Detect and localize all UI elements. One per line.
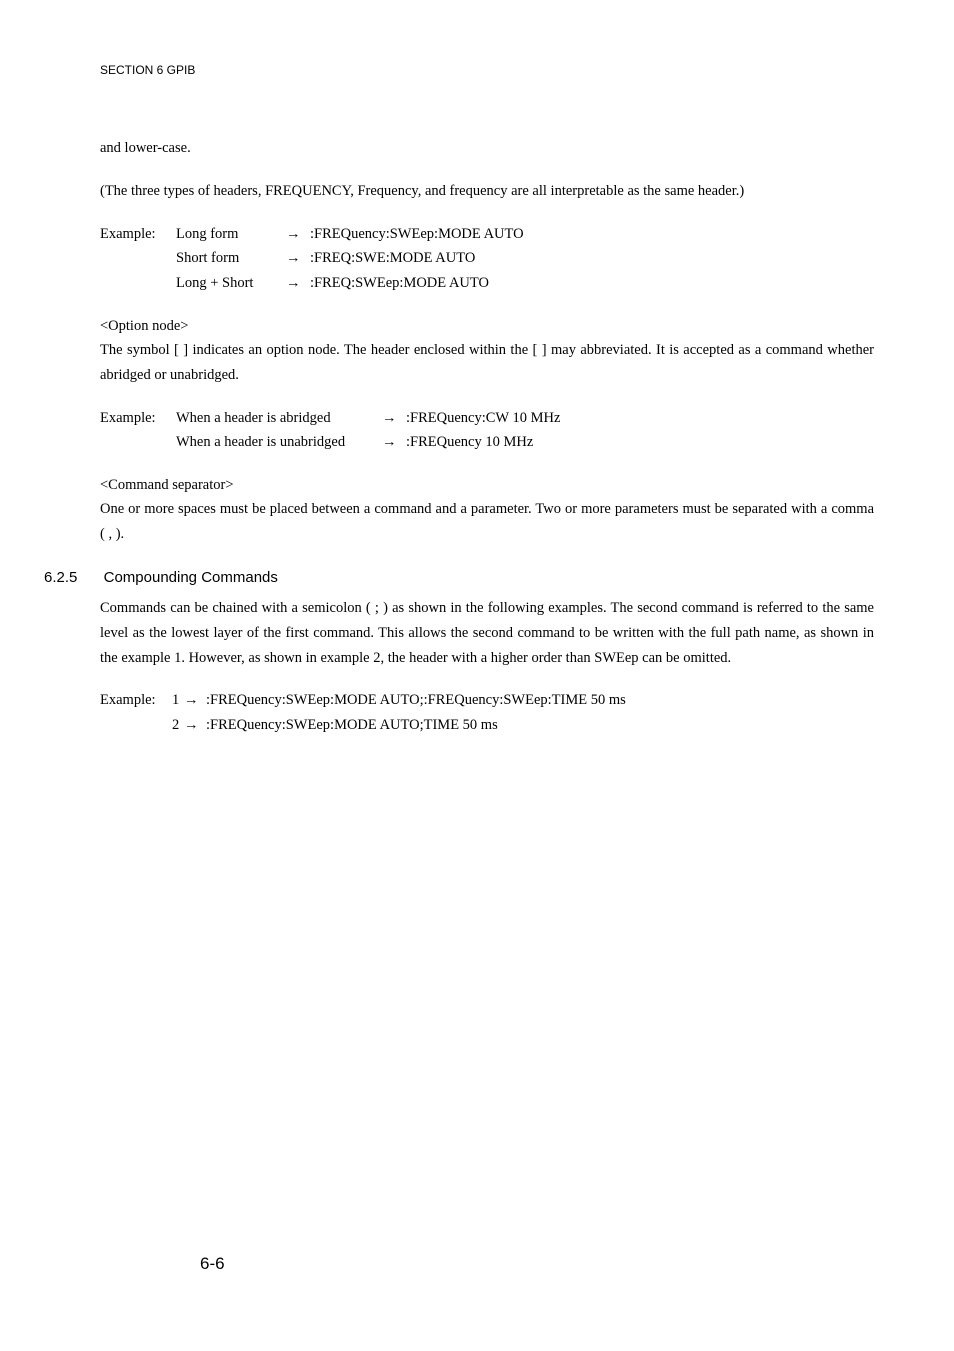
example-value: :FREQuency:SWEep:MODE AUTO;:FREQuency:SW… — [206, 688, 626, 713]
arrow-icon: → — [286, 222, 310, 247]
example-row: Example: Long form → :FREQuency:SWEep:MO… — [100, 222, 874, 247]
example-block-3: Example: 1 → :FREQuency:SWEep:MODE AUTO;… — [100, 688, 874, 737]
section-number: 6.2.5 — [44, 565, 100, 591]
example-block-1: Example: Long form → :FREQuency:SWEep:MO… — [100, 222, 874, 296]
paragraph: One or more spaces must be placed betwee… — [100, 497, 874, 546]
arrow-icon: → — [286, 271, 310, 296]
example-value: :FREQuency:SWEep:MODE AUTO — [310, 222, 524, 247]
example-label: When a header is unabridged — [176, 430, 382, 455]
example-label: Long form — [176, 222, 286, 247]
arrow-icon: → — [184, 688, 206, 713]
example-tag: Example: — [100, 406, 176, 431]
section-heading: 6.2.5 Compounding Commands — [44, 565, 874, 591]
page-header: SECTION 6 GPIB — [100, 60, 874, 80]
example-value: :FREQ:SWE:MODE AUTO — [310, 246, 475, 271]
paragraph: Commands can be chained with a semicolon… — [100, 596, 874, 670]
example-tag: Example: — [100, 222, 176, 247]
example-label: When a header is abridged — [176, 406, 382, 431]
example-row: Example: 1 → :FREQuency:SWEep:MODE AUTO;… — [100, 688, 874, 713]
section-title: Compounding Commands — [104, 569, 278, 586]
example-value: :FREQuency:SWEep:MODE AUTO;TIME 50 ms — [206, 713, 498, 738]
subheading: <Option node> — [100, 314, 874, 339]
example-row: Example: When a header is abridged → :FR… — [100, 406, 874, 431]
example-row: When a header is unabridged → :FREQuency… — [100, 430, 874, 455]
example-label: Long + Short — [176, 271, 286, 296]
example-index: 2 — [172, 713, 184, 738]
arrow-icon: → — [382, 430, 406, 455]
example-index: 1 — [172, 688, 184, 713]
example-label: Short form — [176, 246, 286, 271]
arrow-icon: → — [382, 406, 406, 431]
arrow-icon: → — [286, 246, 310, 271]
example-row: Long + Short → :FREQ:SWEep:MODE AUTO — [100, 271, 874, 296]
example-row: Short form → :FREQ:SWE:MODE AUTO — [100, 246, 874, 271]
example-value: :FREQ:SWEep:MODE AUTO — [310, 271, 489, 296]
arrow-icon: → — [184, 713, 206, 738]
example-value: :FREQuency 10 MHz — [406, 430, 533, 455]
paragraph: The symbol [ ] indicates an option node.… — [100, 338, 874, 387]
example-value: :FREQuency:CW 10 MHz — [406, 406, 560, 431]
example-row: 2 → :FREQuency:SWEep:MODE AUTO;TIME 50 m… — [100, 713, 874, 738]
example-block-2: Example: When a header is abridged → :FR… — [100, 406, 874, 455]
subheading: <Command separator> — [100, 473, 874, 498]
example-tag: Example: — [100, 688, 172, 713]
paragraph: and lower-case. — [100, 136, 874, 161]
paragraph: (The three types of headers, FREQUENCY, … — [100, 179, 874, 204]
page-number: 6-6 — [200, 1250, 225, 1279]
